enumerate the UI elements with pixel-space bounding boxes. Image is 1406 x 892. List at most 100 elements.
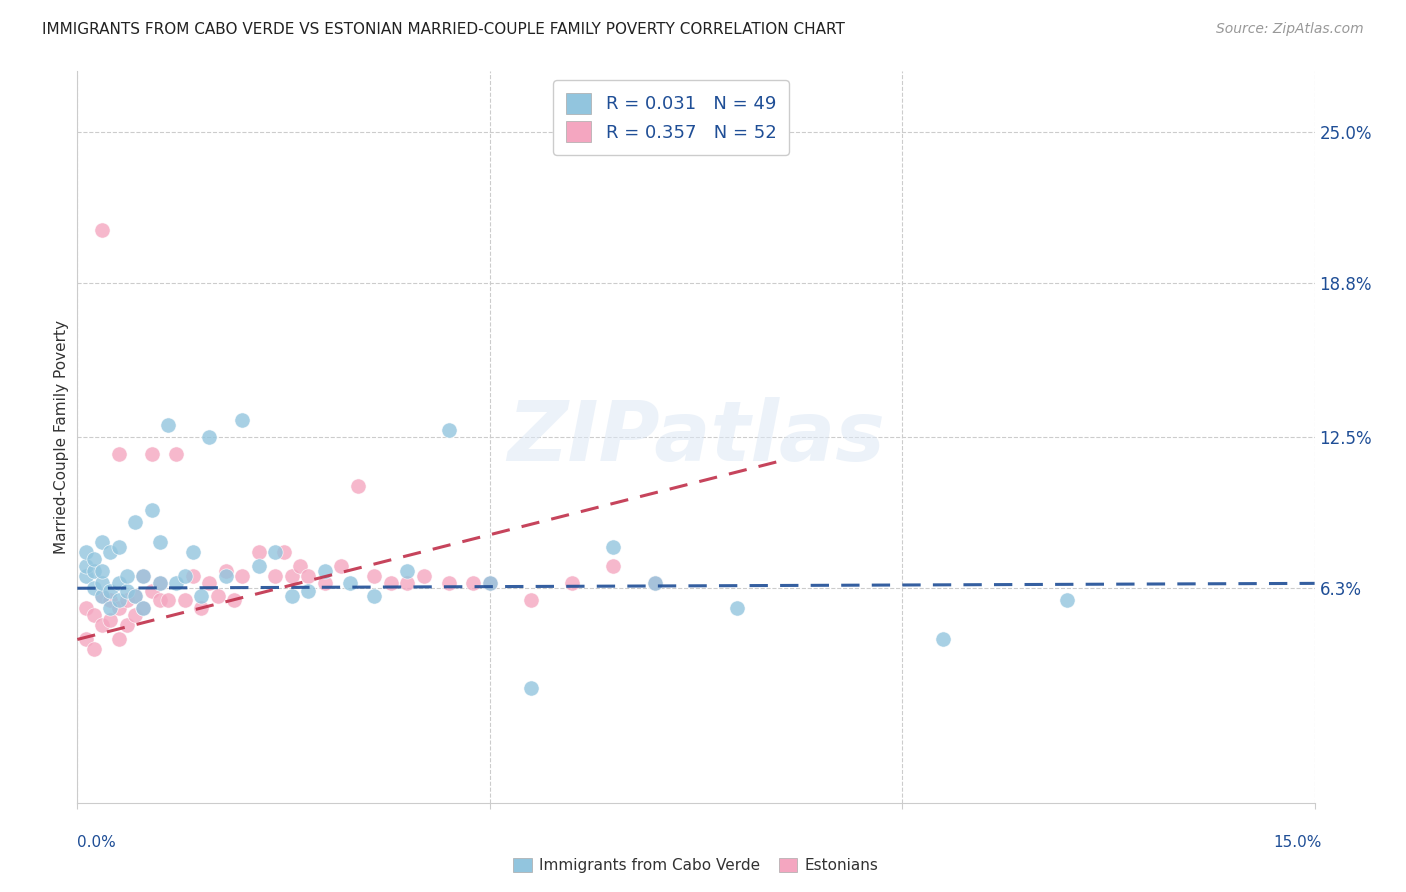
Point	[157, 417, 180, 432]
Point	[297, 569, 319, 583]
Point	[215, 564, 238, 578]
Point	[83, 564, 105, 578]
Point	[132, 600, 155, 615]
Point	[107, 600, 129, 615]
Text: Source: ZipAtlas.com: Source: ZipAtlas.com	[1216, 22, 1364, 37]
Point	[124, 589, 146, 603]
Point	[198, 576, 221, 591]
Point	[124, 608, 146, 623]
Point	[222, 593, 245, 607]
Point	[75, 569, 97, 583]
Legend: R = 0.031   N = 49, R = 0.357   N = 52: R = 0.031 N = 49, R = 0.357 N = 52	[554, 80, 789, 154]
Point	[83, 581, 105, 595]
Point	[463, 576, 485, 591]
Point	[520, 681, 543, 696]
Point	[190, 589, 212, 603]
Point	[181, 544, 204, 558]
Point	[107, 632, 129, 647]
Point	[75, 600, 97, 615]
Point	[207, 589, 229, 603]
Point	[561, 576, 583, 591]
Text: ZIPatlas: ZIPatlas	[508, 397, 884, 477]
Point	[91, 564, 114, 578]
Point	[231, 569, 253, 583]
Point	[75, 544, 97, 558]
Point	[396, 576, 419, 591]
Point	[437, 576, 460, 591]
Point	[83, 642, 105, 657]
Point	[380, 576, 402, 591]
Point	[478, 576, 501, 591]
Point	[91, 535, 114, 549]
Point	[132, 600, 155, 615]
Point	[115, 583, 138, 598]
Point	[437, 423, 460, 437]
Point	[288, 559, 311, 574]
Point	[363, 569, 385, 583]
Point	[247, 544, 270, 558]
Point	[339, 576, 361, 591]
Text: 0.0%: 0.0%	[77, 836, 117, 850]
Point	[247, 559, 270, 574]
Point	[314, 576, 336, 591]
Point	[181, 569, 204, 583]
Point	[198, 430, 221, 444]
Point	[91, 589, 114, 603]
Point	[107, 576, 129, 591]
Point	[363, 589, 385, 603]
Point	[190, 600, 212, 615]
Point	[141, 583, 163, 598]
Point	[264, 544, 287, 558]
Point	[149, 593, 172, 607]
Point	[132, 569, 155, 583]
Text: IMMIGRANTS FROM CABO VERDE VS ESTONIAN MARRIED-COUPLE FAMILY POVERTY CORRELATION: IMMIGRANTS FROM CABO VERDE VS ESTONIAN M…	[42, 22, 845, 37]
Point	[478, 576, 501, 591]
Point	[91, 617, 114, 632]
Point	[149, 576, 172, 591]
Point	[141, 503, 163, 517]
Point	[75, 632, 97, 647]
Point	[215, 569, 238, 583]
Point	[124, 516, 146, 530]
Point	[98, 600, 121, 615]
Point	[644, 576, 666, 591]
Point	[83, 552, 105, 566]
Point	[149, 535, 172, 549]
Point	[98, 613, 121, 627]
Text: 15.0%: 15.0%	[1274, 836, 1322, 850]
Point	[173, 593, 195, 607]
Point	[83, 608, 105, 623]
Point	[91, 576, 114, 591]
Point	[91, 223, 114, 237]
Point	[281, 569, 304, 583]
Point	[314, 564, 336, 578]
Y-axis label: Married-Couple Family Poverty: Married-Couple Family Poverty	[53, 320, 69, 554]
Point	[231, 413, 253, 427]
Point	[346, 479, 368, 493]
Point	[644, 576, 666, 591]
Point	[107, 447, 129, 461]
Point	[297, 583, 319, 598]
Point	[157, 593, 180, 607]
Point	[165, 447, 187, 461]
Point	[115, 617, 138, 632]
Point	[107, 593, 129, 607]
Point	[330, 559, 353, 574]
Point	[98, 544, 121, 558]
Point	[396, 564, 419, 578]
Point	[264, 569, 287, 583]
Point	[98, 583, 121, 598]
Point	[115, 593, 138, 607]
Point	[132, 569, 155, 583]
Point	[75, 559, 97, 574]
Point	[91, 589, 114, 603]
Point	[149, 576, 172, 591]
Point	[173, 569, 195, 583]
Point	[602, 559, 624, 574]
Point	[141, 447, 163, 461]
Point	[98, 593, 121, 607]
Point	[165, 576, 187, 591]
Point	[107, 540, 129, 554]
Point	[115, 569, 138, 583]
Point	[281, 589, 304, 603]
